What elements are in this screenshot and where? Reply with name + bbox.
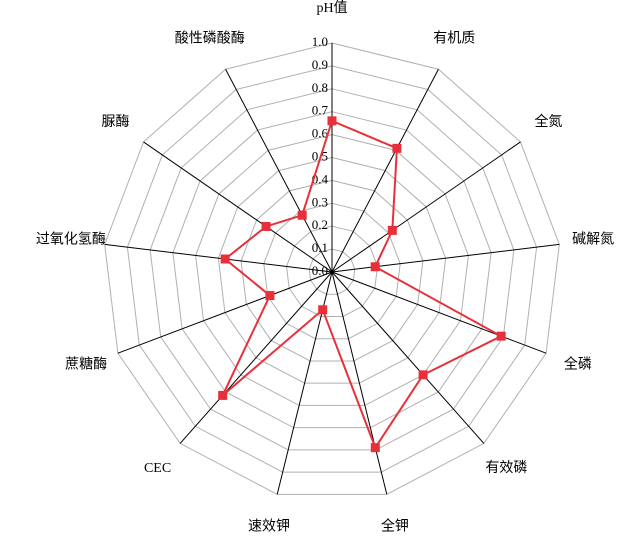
category-label: 蔗糖酶 <box>65 356 107 372</box>
tick-label: 0.4 <box>312 171 329 186</box>
data-marker <box>392 143 402 153</box>
tick-label: 0.8 <box>312 80 328 95</box>
category-label: 酸性磷酸酶 <box>175 30 245 46</box>
grid-ring <box>286 225 378 317</box>
grid-ring <box>263 202 401 340</box>
data-marker <box>370 262 380 272</box>
grid-ring <box>172 111 492 429</box>
grid-ring <box>308 248 356 295</box>
tick-label: 0.1 <box>312 240 328 255</box>
category-label: 全氮 <box>534 113 562 130</box>
category-label: CEC <box>144 461 171 476</box>
grid-ring <box>195 134 469 406</box>
tick-label: 0.0 <box>312 263 328 278</box>
data-marker <box>370 443 380 453</box>
axis-line <box>331 271 485 444</box>
axis-line <box>179 271 333 444</box>
grid-ring <box>240 179 424 362</box>
data-marker <box>297 210 307 220</box>
data-marker <box>220 254 230 264</box>
grid-ring <box>149 88 515 451</box>
series-line <box>221 119 504 450</box>
category-label: 脲酶 <box>102 114 130 130</box>
data-marker <box>265 291 275 301</box>
grid-ring <box>217 156 447 384</box>
category-label: 有机质 <box>433 30 475 46</box>
axis-line <box>331 271 388 495</box>
axis-line <box>331 243 560 273</box>
axis-line <box>331 68 439 273</box>
category-label: 有效磷 <box>485 460 527 476</box>
axis-line <box>331 271 547 354</box>
data-marker <box>327 116 337 126</box>
tick-label: 1.0 <box>312 34 328 49</box>
data-marker <box>261 221 271 231</box>
tick-label: 0.2 <box>312 217 328 232</box>
data-marker <box>418 370 428 380</box>
axis-line <box>143 141 333 273</box>
axis-line <box>225 68 333 273</box>
axis-line <box>331 141 521 273</box>
category-label: pH值 <box>316 0 347 16</box>
grid-ring <box>104 42 560 495</box>
data-marker <box>318 305 328 315</box>
data-marker <box>218 390 228 400</box>
tick-label: 0.7 <box>312 103 329 118</box>
axis-line <box>104 243 333 273</box>
tick-label: 0.6 <box>312 126 329 141</box>
category-label: 速效钾 <box>248 519 290 535</box>
category-label: 全钾 <box>381 518 409 535</box>
data-marker <box>496 331 506 341</box>
category-label: 全磷 <box>564 355 592 372</box>
tick-label: 0.9 <box>312 57 328 72</box>
tick-label: 0.3 <box>312 194 328 209</box>
axis-line <box>117 271 333 354</box>
category-label: 碱解氮 <box>572 232 614 248</box>
grid-ring <box>126 65 538 473</box>
category-label: 过氧化氢酶 <box>36 232 106 248</box>
data-marker <box>387 225 397 235</box>
